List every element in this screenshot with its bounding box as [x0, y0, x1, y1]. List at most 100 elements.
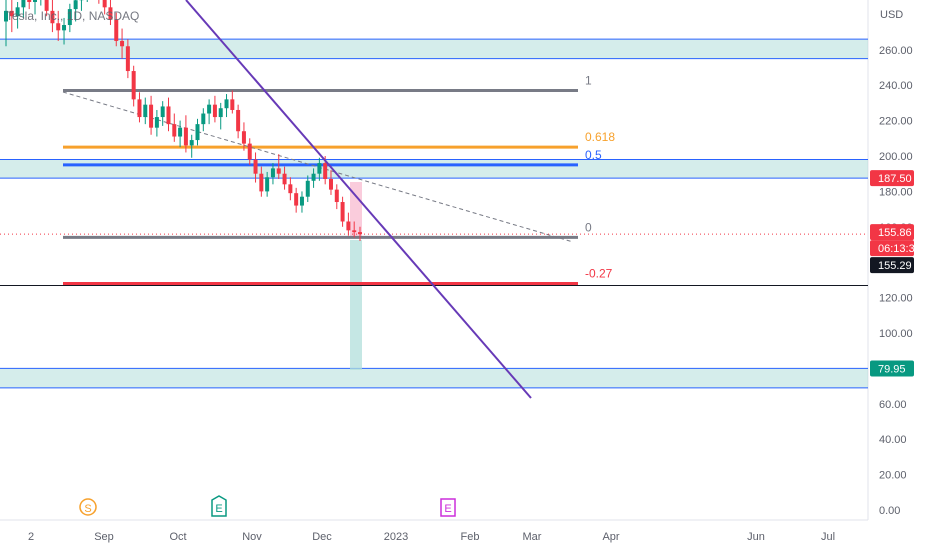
price-label: 187.50 — [870, 170, 914, 186]
zone-2[interactable] — [0, 368, 868, 387]
candle-body — [178, 128, 182, 137]
x-tick-label: Sep — [94, 531, 114, 543]
x-tick-label: Oct — [169, 531, 186, 543]
candle — [155, 110, 159, 137]
y-tick-label: 220.00 — [879, 116, 913, 128]
price-label: 06:13:34 — [870, 240, 921, 256]
candle-body — [149, 105, 153, 128]
candle-body — [21, 0, 25, 7]
candle — [85, 0, 89, 2]
candle — [335, 184, 339, 209]
y-tick-label: 120.00 — [879, 293, 913, 305]
candle-body — [335, 190, 339, 202]
candle — [137, 92, 141, 122]
candle-body — [137, 99, 141, 117]
candle-body — [132, 71, 136, 99]
candle-body — [126, 46, 130, 71]
x-tick-label: 2023 — [384, 531, 408, 543]
y-tick-label: 60.00 — [879, 399, 907, 411]
x-tick-label: Dec — [312, 531, 332, 543]
fib-level-label-2: 0.5 — [585, 148, 602, 162]
candle — [230, 91, 234, 114]
candle-body — [294, 193, 298, 205]
price-label: 155.29 — [870, 257, 914, 273]
currency-label: USD — [880, 9, 903, 21]
fib-level-label-4: -0.27 — [585, 266, 613, 280]
candle-body — [155, 117, 159, 128]
candle-body — [329, 179, 333, 190]
y-tick-label: 0.00 — [879, 505, 900, 517]
fib-level-label-0: 1 — [585, 74, 592, 88]
price-label-text: 187.50 — [878, 173, 912, 185]
candle-body — [254, 160, 258, 174]
candle-body — [161, 106, 165, 117]
candle — [143, 98, 147, 125]
candle-body — [248, 144, 252, 160]
candle — [213, 96, 217, 123]
y-tick-label: 200.00 — [879, 151, 913, 163]
y-tick-label: 180.00 — [879, 186, 913, 198]
candle-body — [120, 41, 124, 46]
candle — [132, 66, 136, 107]
candlestick-series — [4, 0, 362, 241]
price-label-text: 155.29 — [878, 260, 912, 272]
event-marker-e[interactable]: E — [212, 496, 226, 516]
x-tick-label: Nov — [242, 531, 262, 543]
candle-body — [166, 106, 170, 124]
x-tick-label: Jul — [821, 531, 835, 543]
candle-body — [172, 124, 176, 136]
event-marker-s[interactable]: S — [80, 499, 96, 515]
candle — [166, 98, 170, 132]
event-marker-e[interactable]: E — [441, 499, 455, 516]
candle — [39, 0, 43, 6]
candle-body — [62, 25, 66, 30]
x-tick-label: Apr — [602, 531, 619, 543]
candle-body — [306, 181, 310, 197]
candle-body — [300, 197, 304, 206]
candle-body — [358, 232, 362, 234]
candle — [196, 119, 200, 146]
fib-level-label-3: 0 — [585, 220, 592, 234]
candle-body — [288, 184, 292, 193]
price-label: 155.86 — [870, 224, 914, 240]
candle — [236, 105, 240, 139]
candle-body — [207, 105, 211, 114]
candle-body — [283, 174, 287, 185]
price-label: 79.95 — [870, 360, 914, 376]
x-tick-label: Feb — [461, 531, 480, 543]
candle-body — [213, 105, 217, 117]
candle-body — [236, 110, 240, 131]
candle-body — [352, 230, 356, 232]
x-tick-label: 2 — [28, 531, 34, 543]
candle-body — [271, 168, 275, 177]
candle — [27, 0, 31, 9]
candle — [346, 213, 350, 236]
y-tick-label: 20.00 — [879, 470, 907, 482]
candle — [219, 103, 223, 130]
candle — [149, 96, 153, 135]
event-label: E — [215, 503, 222, 515]
candle-body — [346, 221, 350, 230]
candle-body — [277, 168, 281, 173]
candle — [294, 188, 298, 213]
candle — [288, 177, 292, 200]
candle-body — [201, 114, 205, 125]
price-label-text: 06:13:34 — [878, 243, 921, 255]
y-tick-label: 240.00 — [879, 80, 913, 92]
candle-body — [56, 23, 60, 30]
candle — [225, 94, 229, 117]
zone-1[interactable] — [0, 160, 868, 179]
price-labels: 187.50 155.86 06:13:34 155.29 79.95 — [870, 170, 921, 376]
candle-body — [225, 99, 229, 108]
price-range-measure — [350, 182, 362, 370]
candle-body — [143, 105, 147, 117]
candle-body — [74, 0, 78, 9]
candle-body — [341, 202, 345, 221]
zone-0[interactable] — [0, 39, 868, 58]
event-label: S — [84, 503, 91, 515]
